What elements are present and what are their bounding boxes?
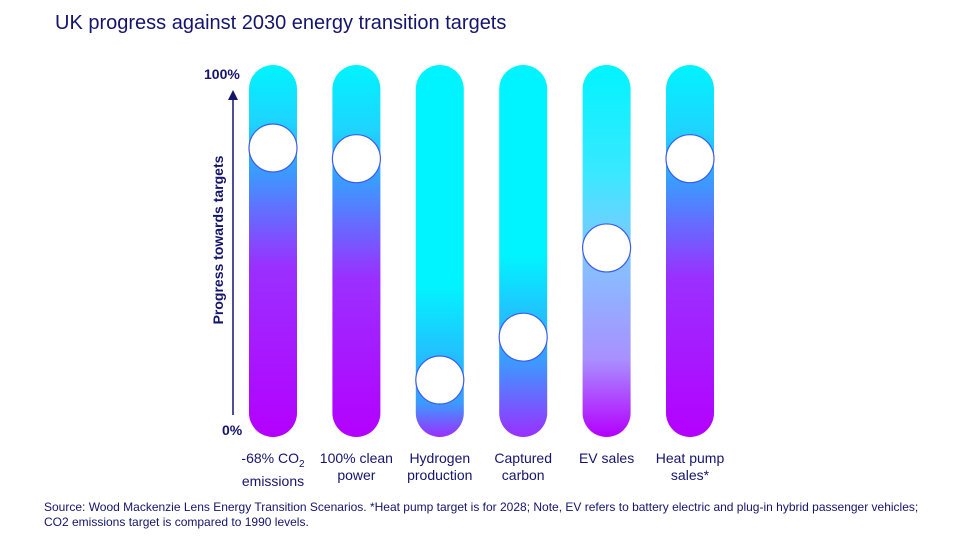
category-label-line1: EV sales	[578, 450, 635, 466]
category-label-line2: power	[337, 467, 376, 483]
progress-marker	[665, 134, 715, 184]
progress-marker	[581, 223, 632, 273]
category-label-line1: Captured	[494, 450, 552, 466]
progress-marker	[415, 355, 465, 405]
arrow-up-icon	[228, 90, 238, 100]
progress-marker	[331, 134, 381, 184]
category-label: Hydrogen production	[390, 450, 490, 484]
category-label-line1: 100% clean	[319, 450, 393, 466]
bar	[499, 65, 548, 437]
category-label-line2: emissions	[241, 472, 305, 489]
category-label-line1: -68% CO	[241, 450, 299, 466]
category-label-line2: sales*	[670, 467, 710, 483]
source-note: Source: Wood Mackenzie Lens Energy Trans…	[44, 500, 919, 529]
category-label: Heat pump sales*	[640, 450, 740, 484]
category-label: Captured carbon	[473, 450, 573, 484]
category-label: EV sales	[557, 450, 657, 467]
category-label-line2: production	[407, 467, 473, 483]
bar	[415, 65, 464, 437]
category-label: -68% CO2 emissions	[223, 450, 323, 490]
ytick-100: 100%	[204, 66, 240, 82]
bar	[332, 65, 381, 437]
category-label-line1: Heat pump	[655, 450, 725, 466]
progress-marker	[248, 123, 298, 173]
chart-title: UK progress against 2030 energy transiti…	[55, 12, 507, 34]
bar	[249, 65, 297, 437]
category-label: 100% clean power	[306, 450, 406, 484]
category-label-subscript: 2	[299, 458, 305, 470]
progress-marker	[498, 312, 548, 362]
bar	[666, 65, 714, 437]
category-label-line1: Hydrogen	[409, 450, 471, 466]
category-label-line2: carbon	[501, 467, 545, 483]
ytick-0: 0%	[222, 422, 243, 438]
